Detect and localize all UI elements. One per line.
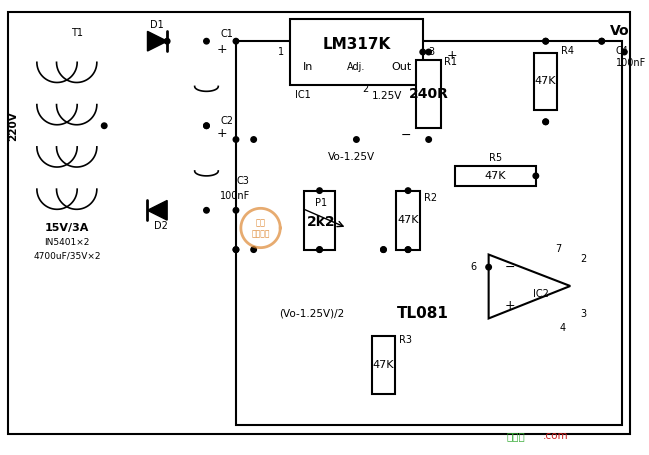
Polygon shape — [147, 31, 167, 51]
Text: R2: R2 — [424, 193, 437, 203]
Bar — [455, 166, 536, 186]
Circle shape — [405, 188, 411, 193]
Text: 2k2: 2k2 — [307, 215, 336, 229]
Text: 电子市场: 电子市场 — [251, 229, 270, 238]
Circle shape — [486, 264, 491, 270]
Text: 47K: 47K — [397, 215, 419, 225]
Text: 2: 2 — [362, 84, 369, 94]
Text: −: − — [400, 129, 411, 142]
Text: 6: 6 — [471, 262, 477, 272]
Text: 47K: 47K — [535, 76, 556, 86]
Circle shape — [204, 123, 209, 128]
Text: R5: R5 — [489, 153, 502, 163]
Circle shape — [233, 247, 239, 253]
Circle shape — [426, 137, 432, 142]
Circle shape — [233, 38, 239, 44]
Text: +: + — [447, 50, 457, 62]
Text: Vo-1.25V: Vo-1.25V — [328, 152, 375, 162]
Circle shape — [599, 38, 604, 44]
Circle shape — [251, 247, 256, 253]
Text: 捷线图: 捷线图 — [507, 431, 526, 441]
Text: R1: R1 — [445, 57, 458, 67]
Text: D1: D1 — [151, 20, 164, 30]
Circle shape — [543, 119, 548, 125]
Text: 240R: 240R — [409, 87, 448, 101]
Text: 47K: 47K — [373, 360, 394, 370]
Bar — [397, 191, 420, 250]
Circle shape — [622, 49, 627, 55]
Text: 4700uF/35V×2: 4700uF/35V×2 — [33, 251, 101, 260]
Circle shape — [233, 247, 239, 253]
Bar — [236, 41, 622, 425]
Text: 15V/3A: 15V/3A — [45, 223, 89, 233]
Text: −: − — [505, 261, 515, 273]
Text: In: In — [302, 62, 313, 72]
Circle shape — [381, 247, 386, 253]
Circle shape — [543, 38, 548, 44]
Text: C1: C1 — [220, 29, 233, 39]
Circle shape — [599, 38, 604, 44]
Circle shape — [251, 137, 256, 142]
Text: 100nF: 100nF — [615, 58, 646, 68]
Text: D2: D2 — [154, 221, 168, 231]
Circle shape — [543, 38, 548, 44]
Circle shape — [420, 49, 426, 55]
Text: LM317K: LM317K — [323, 37, 391, 51]
Text: 维库: 维库 — [256, 218, 265, 228]
Text: C3: C3 — [237, 176, 250, 186]
Circle shape — [233, 207, 239, 213]
Text: .com: .com — [543, 431, 569, 441]
Text: 3: 3 — [429, 47, 435, 57]
Text: IC2: IC2 — [533, 289, 549, 299]
Circle shape — [204, 38, 209, 44]
Text: C2: C2 — [220, 116, 233, 126]
Text: IN5401×2: IN5401×2 — [44, 238, 90, 247]
Text: TL081: TL081 — [397, 306, 448, 321]
Text: 1: 1 — [278, 47, 284, 57]
Text: 1.25V: 1.25V — [372, 91, 402, 101]
Circle shape — [101, 123, 107, 128]
Text: 220V: 220V — [8, 111, 18, 141]
Polygon shape — [147, 201, 167, 220]
Text: 7: 7 — [556, 243, 561, 253]
Text: C4: C4 — [615, 46, 628, 56]
Text: IC1: IC1 — [295, 90, 311, 100]
Circle shape — [381, 247, 386, 253]
Circle shape — [426, 49, 432, 55]
Text: 2: 2 — [580, 254, 586, 264]
Text: R3: R3 — [399, 335, 412, 345]
Text: T1: T1 — [71, 28, 83, 38]
Text: Out: Out — [391, 62, 411, 72]
Bar — [534, 53, 557, 110]
Circle shape — [204, 207, 209, 213]
Text: +: + — [505, 299, 515, 312]
Circle shape — [543, 119, 548, 125]
Circle shape — [233, 137, 239, 142]
Circle shape — [317, 247, 323, 253]
Bar — [372, 336, 395, 394]
Text: +: + — [217, 43, 228, 56]
Circle shape — [317, 247, 323, 253]
Text: 3: 3 — [580, 308, 586, 318]
Circle shape — [405, 247, 411, 253]
Text: R4: R4 — [561, 46, 574, 56]
Text: (Vo-1.25V)/2: (Vo-1.25V)/2 — [279, 308, 344, 318]
Text: +: + — [217, 127, 228, 140]
Circle shape — [405, 247, 411, 253]
Text: 47K: 47K — [485, 171, 506, 181]
Circle shape — [164, 38, 170, 44]
Bar — [416, 60, 441, 128]
Circle shape — [204, 123, 209, 128]
Circle shape — [354, 137, 359, 142]
Text: 4: 4 — [559, 323, 565, 333]
Text: P1: P1 — [315, 198, 328, 208]
Text: 100nF: 100nF — [219, 191, 250, 201]
Polygon shape — [489, 254, 570, 318]
Circle shape — [533, 173, 539, 179]
Text: Vo: Vo — [609, 25, 630, 38]
Bar — [304, 191, 336, 250]
Bar — [290, 19, 422, 86]
Text: Adj.: Adj. — [347, 62, 365, 72]
Circle shape — [317, 188, 323, 193]
